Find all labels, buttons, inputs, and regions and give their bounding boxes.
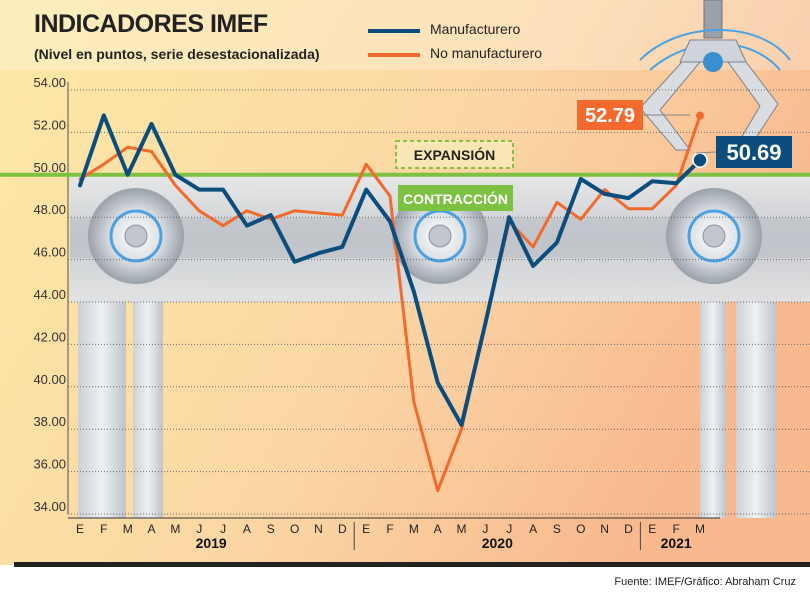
x-tick-label: N	[314, 522, 323, 536]
conveyor-leg	[736, 300, 776, 518]
y-tick-label: 40.00	[33, 372, 66, 387]
x-tick-label: M	[457, 522, 467, 536]
x-tick-label: J	[506, 522, 512, 536]
x-tick-label: S	[553, 522, 561, 536]
callout-non-manufacturing: 52.79	[577, 100, 690, 130]
x-tick-label: F	[100, 522, 107, 536]
legend-swatch-non-manufacturing	[368, 53, 420, 57]
x-tick-label: M	[695, 522, 705, 536]
x-tick-label: N	[600, 522, 609, 536]
y-axis: 34.00 36.00 38.00 40.00 42.00 44.00 46.00 48.00…	[33, 75, 69, 514]
x-tick-label: A	[243, 522, 251, 536]
x-tick-label: E	[648, 522, 656, 536]
bottom-rule	[14, 562, 810, 567]
series-line-manufacturing	[78, 113, 702, 427]
x-tick-label: J	[196, 522, 202, 536]
x-tick-label: M	[123, 522, 133, 536]
x-tick-label: S	[267, 522, 275, 536]
y-tick-label: 44.00	[33, 287, 66, 302]
conveyor-leg	[78, 300, 126, 518]
end-point-non-manufacturing	[696, 111, 704, 120]
legend-item-non-manufacturing: No manufacturero	[368, 45, 543, 61]
y-tick-label: 46.00	[33, 245, 66, 260]
x-tick-label: D	[624, 522, 633, 536]
y-tick-label: 36.00	[33, 457, 66, 472]
expansion-text: EXPANSIÓN	[414, 146, 495, 163]
x-tick-label: O	[290, 522, 299, 536]
x-tick-label: A	[148, 522, 156, 536]
y-tick-label: 34.00	[33, 499, 66, 514]
callout-manufacturing-value: 50.69	[726, 140, 781, 165]
end-point-manufacturing	[692, 152, 708, 168]
x-tick-label: F	[672, 522, 679, 536]
series-line-non-manufacturing	[78, 114, 702, 493]
chart-title: INDICADORES IMEF	[34, 10, 268, 38]
y-tick-label: 50.00	[33, 160, 66, 175]
x-tick-label: M	[409, 522, 419, 536]
callout-manufacturing: 50.69	[695, 136, 792, 168]
contraction-text: CONTRACCIÓN	[403, 190, 508, 207]
chart-subtitle: (Nivel en puntos, serie desestacionaliza…	[34, 46, 320, 62]
x-tick-label: A	[529, 522, 537, 536]
contraction-label: CONTRACCIÓN	[398, 185, 513, 211]
x-tick-label: M	[170, 522, 180, 536]
y-tick-label: 38.00	[33, 414, 66, 429]
expansion-label: EXPANSIÓN	[395, 140, 514, 169]
y-tick-label: 42.00	[33, 329, 66, 344]
x-tick-label: D	[338, 522, 347, 536]
callout-non-manufacturing-value: 52.79	[585, 105, 635, 127]
series-lines	[78, 111, 708, 493]
robot-claw-illustration	[639, 0, 791, 151]
x-tick-label: E	[362, 522, 370, 536]
x-tick-label: F	[386, 522, 393, 536]
legend-label-non-manufacturing: No manufacturero	[430, 45, 543, 61]
year-label: 2021	[661, 535, 692, 551]
y-tick-label: 54.00	[33, 75, 66, 90]
conveyor-illustration	[70, 176, 810, 518]
year-label: 2020	[482, 535, 513, 551]
legend-label-manufacturing: Manufacturero	[430, 21, 521, 37]
x-tick-label: A	[434, 522, 442, 536]
year-label: 2019	[196, 535, 227, 551]
conveyor-wheel	[88, 188, 184, 284]
legend-item-manufacturing: Manufacturero	[368, 21, 521, 37]
x-tick-label: J	[220, 522, 226, 536]
conveyor-leg	[133, 300, 163, 518]
y-tick-label: 48.00	[33, 202, 66, 217]
conveyor-leg	[700, 300, 726, 518]
x-tick-label: O	[576, 522, 585, 536]
source-credit: Fuente: IMEF/Gráfico: Abraham Cruz	[614, 576, 796, 588]
y-tick-label: 52.00	[33, 117, 66, 132]
conveyor-wheel	[666, 188, 762, 284]
x-tick-label: J	[482, 522, 488, 536]
header-wash	[0, 0, 810, 70]
x-tick-label: E	[76, 522, 84, 536]
legend-swatch-manufacturing	[368, 29, 420, 33]
